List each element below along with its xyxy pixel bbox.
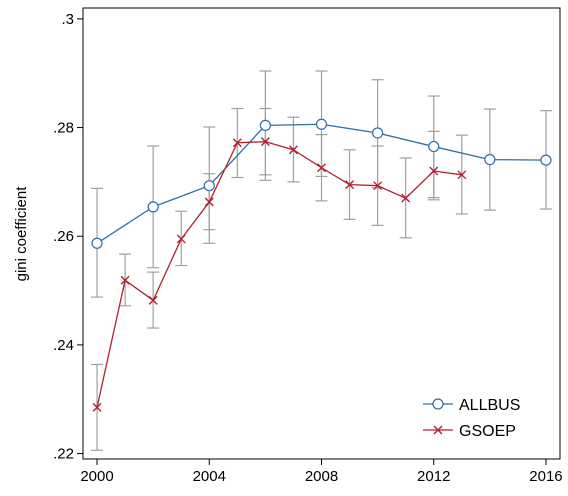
y-tick-label: .24 (53, 337, 74, 354)
data-point-allbus (540, 154, 552, 166)
legend-item-gsoep: GSOEP (423, 423, 516, 440)
marker-stroke (429, 166, 439, 176)
marker-stroke (317, 163, 326, 173)
data-point-gsoep (317, 163, 326, 173)
marker-stroke (92, 402, 102, 412)
data-point-allbus (147, 201, 159, 213)
x-tick-label: 2012 (417, 468, 450, 485)
legend-label: GSOEP (459, 423, 516, 440)
data-point-gsoep (401, 193, 411, 203)
y-axis-title: gini coefficient (13, 186, 30, 282)
data-point-allbus (315, 118, 328, 130)
data-point-allbus (259, 119, 271, 131)
data-point-gsoep (429, 166, 439, 176)
y-tick-label: .3 (61, 11, 74, 28)
y-tick-label: .22 (53, 446, 74, 463)
x-tick-label: 2000 (80, 468, 113, 485)
legend-item-allbus: ALLBUS (423, 397, 520, 414)
marker-stroke (232, 138, 242, 148)
data-point-gsoep (288, 145, 298, 155)
x-axis: 2000 2004 2008 2012 2016 (80, 459, 563, 485)
data-point-gsoep (232, 138, 242, 148)
marker-stroke (288, 145, 298, 155)
data-point-allbus (372, 127, 384, 139)
marker-stroke (457, 170, 467, 180)
legend-swatch-marker (432, 398, 444, 410)
marker-stroke (204, 197, 214, 207)
data-point-allbus (428, 140, 440, 153)
y-tick-label: .26 (53, 228, 74, 245)
legend-swatch-marker (433, 425, 443, 435)
x-tick-label: 2016 (529, 468, 562, 485)
series-line-gsoep (96, 141, 462, 408)
data-point-gsoep (260, 137, 270, 147)
marker-stroke (176, 234, 186, 244)
data-point-gsoep (148, 295, 158, 305)
marker-stroke (260, 137, 270, 147)
x-tick-label: 2008 (305, 468, 338, 485)
x-tick-label: 2004 (193, 468, 226, 485)
legend-label: ALLBUS (459, 397, 520, 414)
data-point-gsoep (204, 197, 214, 207)
data-point-allbus (484, 154, 496, 166)
marker-stroke (120, 275, 130, 285)
data-point-allbus (91, 237, 103, 249)
marker-stroke (373, 181, 383, 191)
legend: ALLBUS GSOEP (423, 397, 520, 440)
data-point-gsoep (176, 234, 186, 244)
data-point-gsoep (457, 170, 467, 180)
marker-stroke (433, 425, 443, 435)
y-axis: .22 .24 .26 .28 .3 (53, 11, 83, 463)
data-point-gsoep (345, 180, 355, 190)
y-tick-label: .28 (53, 120, 74, 137)
data-point-gsoep (92, 402, 102, 412)
marker-stroke (345, 180, 355, 190)
data-point-gsoep (120, 275, 130, 285)
series-markers (91, 118, 552, 412)
data-point-allbus (203, 180, 215, 192)
marker-stroke (148, 295, 158, 305)
marker-stroke (401, 193, 411, 203)
data-point-gsoep (373, 181, 383, 191)
